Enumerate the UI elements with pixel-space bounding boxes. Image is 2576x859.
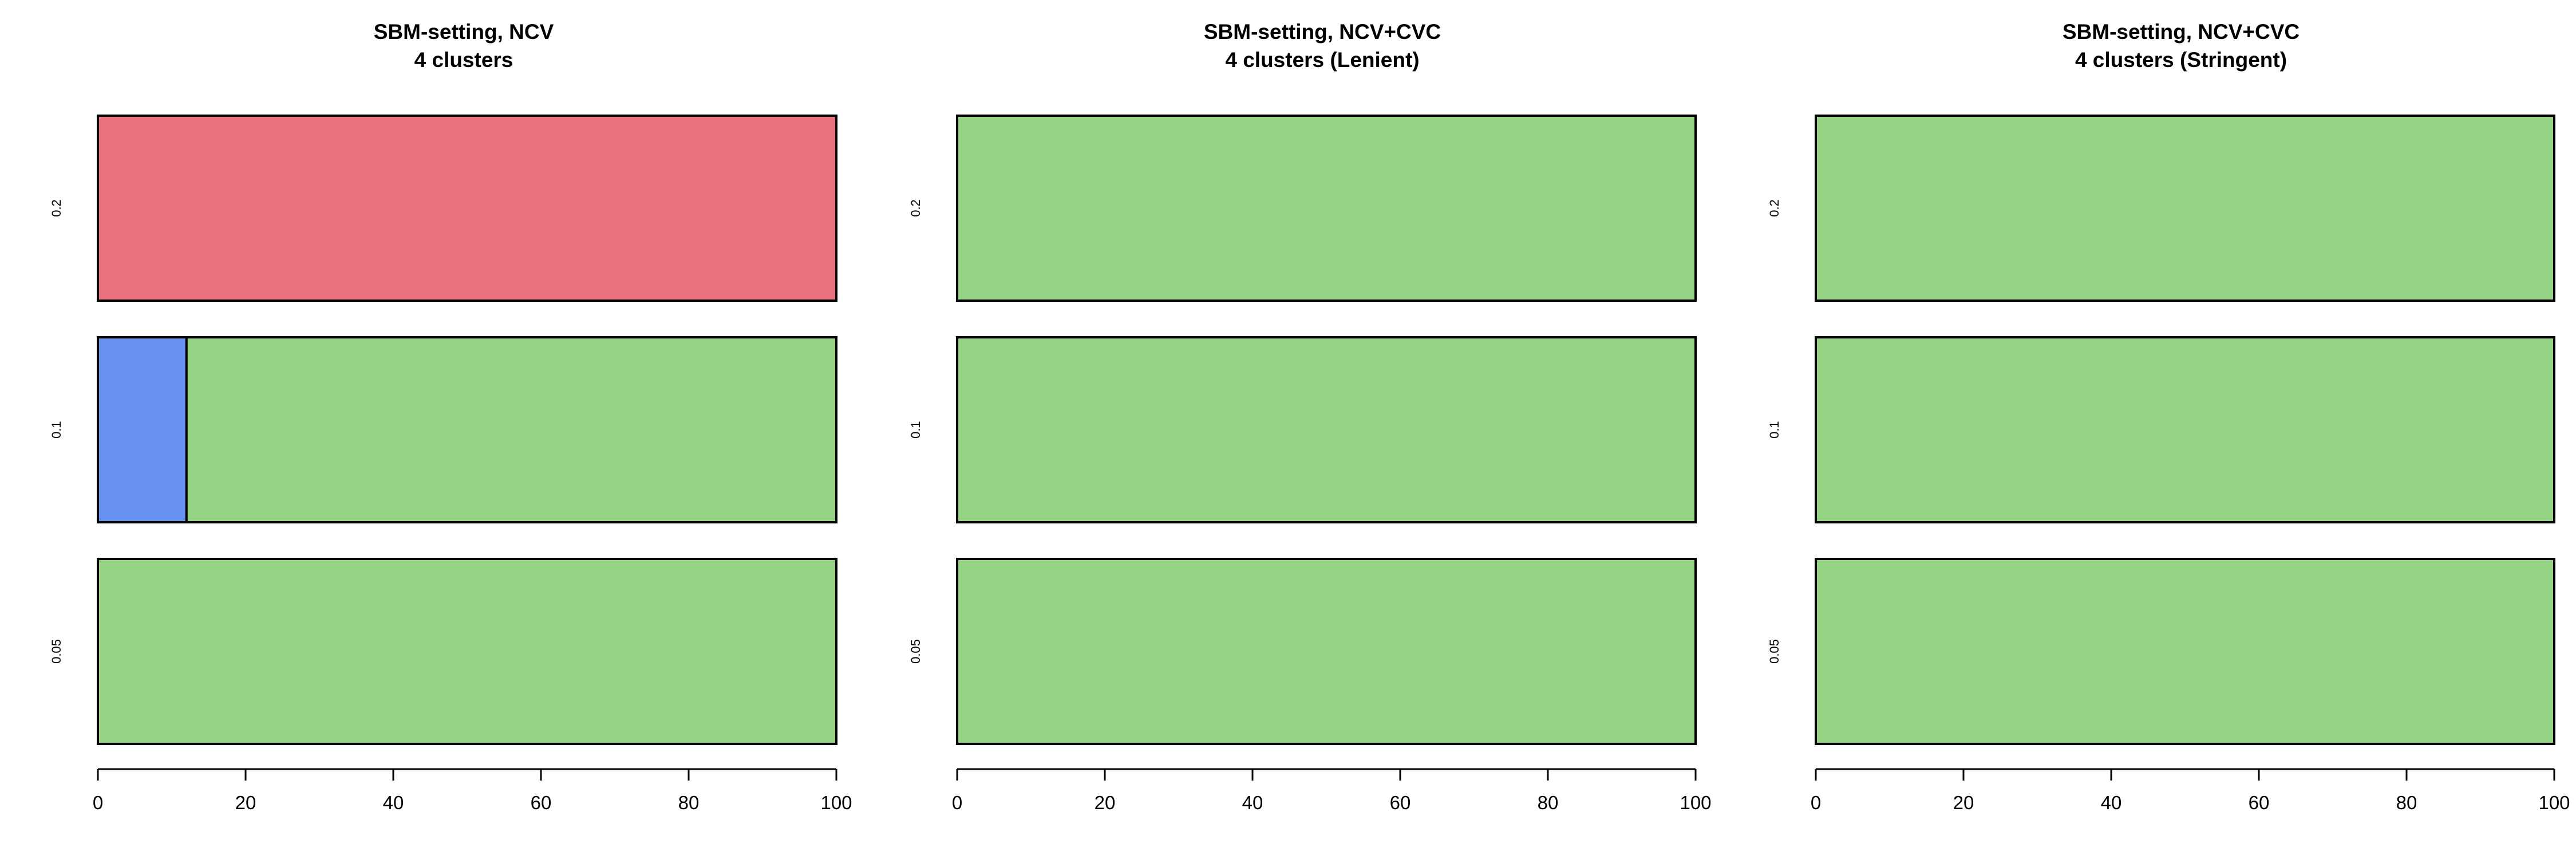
- panel-1-x-tick-label: 20: [235, 792, 256, 813]
- panel-2-x-tick-label: 60: [1390, 792, 1411, 813]
- panel-1-x-tick-label: 100: [820, 792, 852, 813]
- panel-1-bar-0.05-segment-2: [97, 558, 837, 745]
- panel-1-x-tick-label: 80: [678, 792, 700, 813]
- panel-3-x-tick-label: 20: [1953, 792, 1974, 813]
- panel-3-x-tick-label: 0: [1811, 792, 1821, 813]
- panel-2-x-tick-label: 20: [1095, 792, 1116, 813]
- panel-2-plot: 0.2 0.1 0.05 0 20 40 60 80 100: [908, 115, 1712, 813]
- panel-2-bar-0.05-segment-2: [956, 558, 1697, 745]
- panel-1-bar-0.1-segment-1: [97, 336, 188, 523]
- panel-1-bar-0.1-segment-2: [185, 336, 837, 523]
- panel-2: SBM-setting, NCV+CVC 4 clusters (Lenient…: [908, 20, 1712, 813]
- panel-1-title: SBM-setting, NCV: [374, 20, 554, 44]
- panel-2-category-label: 0.05: [908, 639, 923, 664]
- panel-3: SBM-setting, NCV+CVC 4 clusters (Stringe…: [1767, 20, 2570, 813]
- panel-2-category-label: 0.2: [908, 199, 923, 217]
- panel-3-category-label: 0.2: [1767, 199, 1781, 217]
- panel-2-bar-0.1-segment-2: [956, 336, 1697, 523]
- panel-3-category-label: 0.1: [1767, 421, 1781, 439]
- panel-1-category-label: 0.1: [49, 421, 64, 439]
- panel-1-x-tick-label: 40: [383, 792, 404, 813]
- panel-2-subtitle: 4 clusters (Lenient): [1225, 48, 1419, 72]
- panel-3-bar-0.2-segment-2: [1815, 115, 2555, 302]
- panel-1-x-tick-label: 0: [93, 792, 103, 813]
- panel-1-category-label: 0.05: [49, 639, 64, 664]
- panel-2-category-label: 0.1: [908, 421, 923, 439]
- panel-3-x-tick-label: 40: [2101, 792, 2122, 813]
- panel-2-bar-0.2-segment-2: [956, 115, 1697, 302]
- panel-2-title: SBM-setting, NCV+CVC: [1204, 20, 1441, 44]
- panel-1-x-tick-label: 60: [531, 792, 552, 813]
- panel-1-subtitle: 4 clusters: [414, 48, 513, 72]
- panel-1-bar-0.2-segment-3: [97, 115, 837, 302]
- panel-3-x-tick-label: 100: [2538, 792, 2570, 813]
- panel-3-category-label: 0.05: [1767, 639, 1781, 664]
- panel-3-x-tick-label: 80: [2396, 792, 2417, 813]
- panel-2-x-tick-label: 80: [1538, 792, 1559, 813]
- panel-3-bar-0.1-segment-2: [1815, 336, 2555, 523]
- panel-1: SBM-setting, NCV 4 clusters 0.2 0.1 0.05 0 2…: [49, 20, 852, 813]
- panel-3-bar-0.05-segment-2: [1815, 558, 2555, 745]
- panel-3-x-tick-label: 60: [2249, 792, 2270, 813]
- panel-1-plot: 0.2 0.1 0.05 0 20 40 60 80 100: [49, 115, 852, 813]
- panel-2-x-tick-label: 40: [1242, 792, 1263, 813]
- panel-3-title: SBM-setting, NCV+CVC: [2063, 20, 2300, 44]
- panel-1-category-label: 0.2: [49, 199, 64, 217]
- panel-3-plot: 0.2 0.1 0.05 0 20 40 60 80 100: [1767, 115, 2570, 813]
- panel-2-x-tick-label: 100: [1680, 792, 1711, 813]
- panel-3-subtitle: 4 clusters (Stringent): [2075, 48, 2287, 72]
- panel-2-x-tick-label: 0: [952, 792, 962, 813]
